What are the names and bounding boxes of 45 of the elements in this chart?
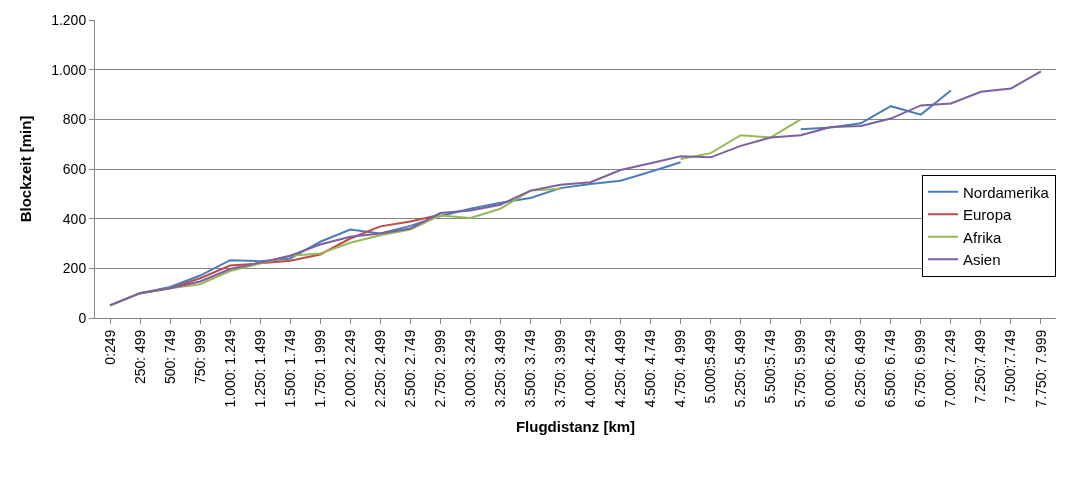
x-tick-label: 4.250: 4.499 (612, 329, 629, 408)
legend-label: Nordamerika (963, 183, 1050, 201)
y-tick-label: 0 (78, 309, 87, 326)
x-tick-label: 1.250: 1.499 (251, 329, 268, 408)
x-tick-label: 3.000: 3.249 (461, 329, 478, 408)
x-tick-label: 4.500: 4.749 (642, 329, 659, 408)
x-axis-title: Flugdistanz [km] (515, 418, 636, 436)
x-tick-label: 7.000: 7.249 (942, 329, 959, 408)
y-tick-label: 1.000 (51, 61, 87, 78)
x-tick-label: 6.750: 6.999 (912, 329, 929, 408)
x-tick-label: 3.500: 3.749 (522, 329, 538, 408)
legend-label: Asien (963, 251, 1001, 269)
x-tick-label: 750: 999 (191, 329, 208, 385)
x-tick-label: 2.500: 2.749 (401, 329, 418, 408)
x-tick-label: 4.000: 4.249 (582, 329, 599, 408)
x-tick-label: 2.250: 2.499 (371, 329, 388, 408)
y-tick-label: 1.200 (51, 11, 87, 28)
x-tick-label: 7.750: 7.999 (1032, 329, 1049, 408)
y-tick-label: 600 (62, 160, 87, 177)
x-tick-label: 2.750: 2.999 (431, 329, 448, 408)
x-tick-label: 4.750: 4.999 (672, 329, 689, 408)
x-tick-label: 2.000: 2.249 (341, 329, 358, 408)
x-tick-label: 6.250: 6.499 (852, 329, 869, 408)
x-tick-label: 6.000: 6.249 (822, 329, 839, 408)
x-tick-label: 0:249 (101, 329, 118, 365)
x-tick-label: 5.000:5.499 (702, 329, 719, 404)
x-tick-label: 6.500: 6.749 (882, 329, 899, 408)
x-tick-label: 1.000: 1.249 (221, 329, 238, 408)
x-tick-label: 3.750: 3.999 (552, 329, 569, 408)
x-tick-label: 7.250:7.499 (972, 329, 989, 404)
y-tick-label: 400 (62, 210, 87, 227)
y-axis-title: Blockzeit [min] (17, 115, 35, 223)
x-tick-label: 1.500: 1.749 (281, 329, 298, 408)
x-tick-label: 1.750: 1.999 (311, 329, 328, 408)
x-tick-label: 3.250: 3.499 (491, 329, 508, 408)
x-tick-label: 5.250: 5.499 (732, 329, 749, 408)
x-tick-label: 5.500:5.749 (762, 329, 779, 404)
x-tick-label: 5.750: 5.999 (792, 329, 809, 408)
y-tick-label: 200 (62, 260, 87, 277)
x-tick-label: 250: 499 (131, 329, 148, 385)
legend-label: Afrika (963, 228, 1002, 246)
legend-label: Europa (963, 206, 1013, 224)
y-tick-label: 800 (62, 111, 87, 128)
x-tick-label: 500: 749 (161, 329, 178, 385)
x-tick-label: 7.500:7.749 (1002, 329, 1019, 404)
